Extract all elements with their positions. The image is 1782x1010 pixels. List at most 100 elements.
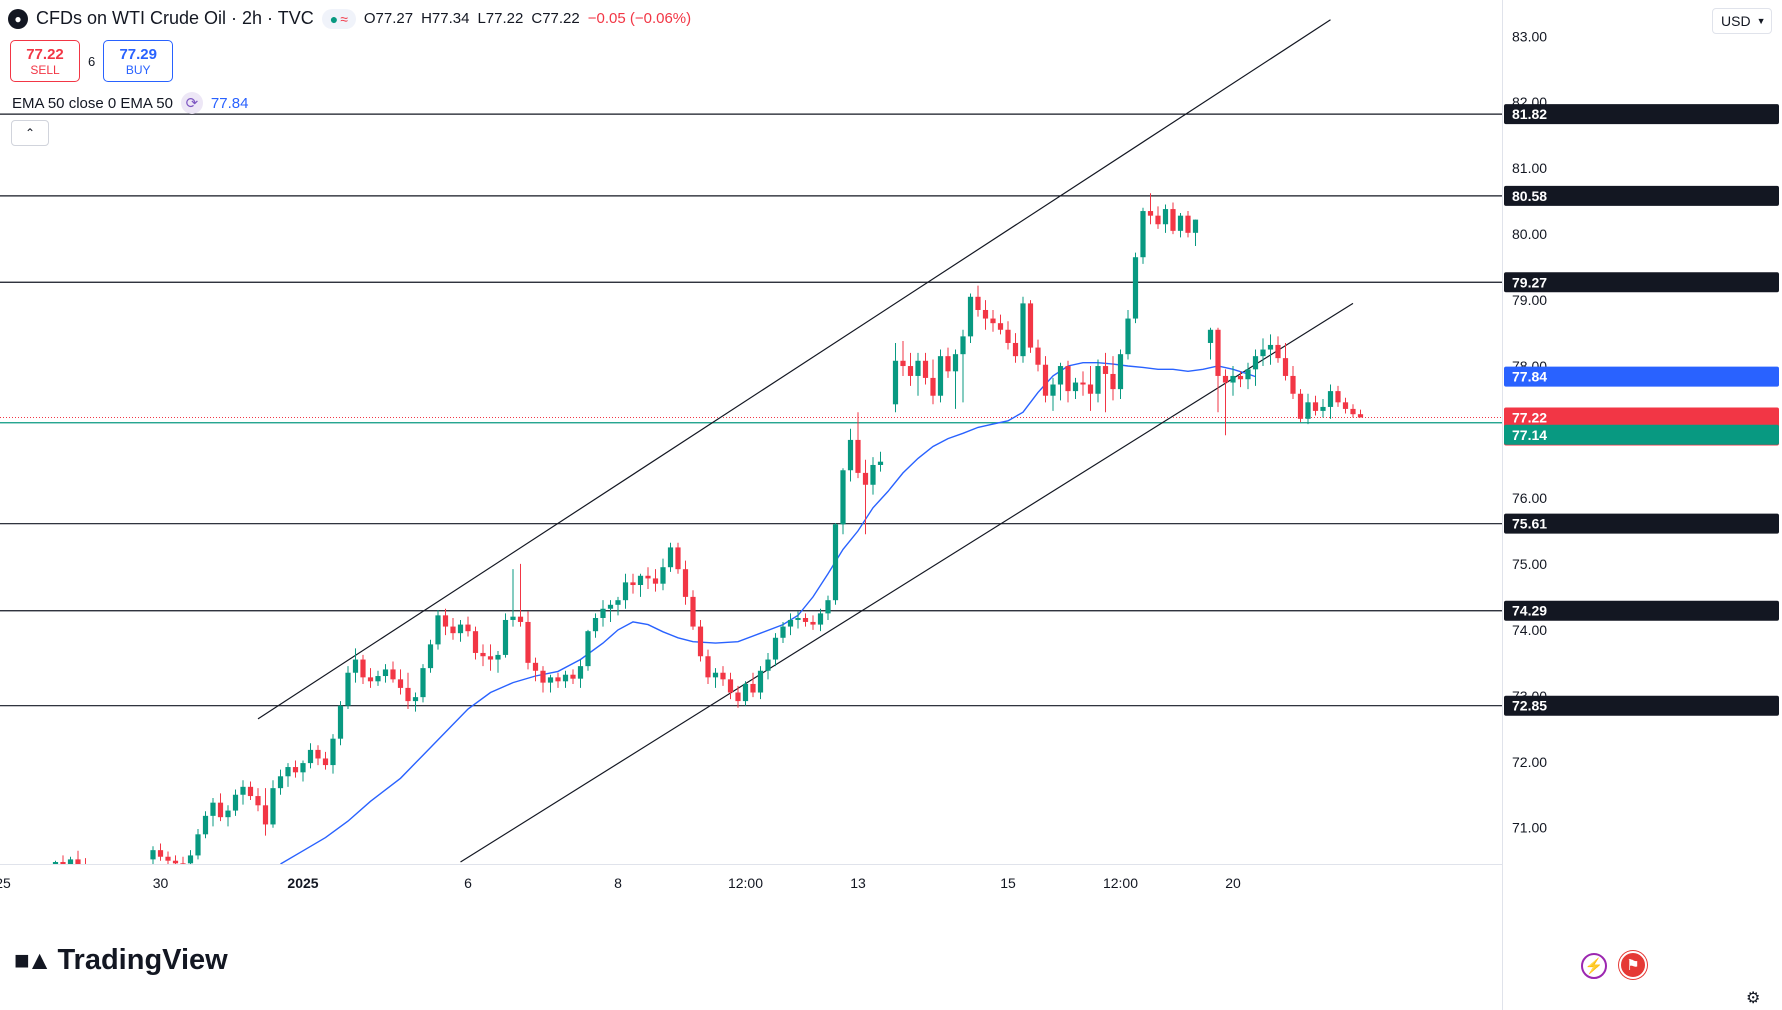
price-label-level xyxy=(1504,695,1779,716)
y-tick-label: 79.00 xyxy=(1512,292,1547,308)
candle-body xyxy=(1057,366,1064,385)
candle-body xyxy=(600,608,606,618)
settings-icon[interactable]: ⚙ xyxy=(1746,990,1761,1007)
candle-body xyxy=(1125,318,1131,355)
cycle-icon[interactable]: ⟳ xyxy=(180,92,203,114)
candle-body xyxy=(615,600,621,605)
candle-body xyxy=(1207,329,1214,343)
candle-body xyxy=(540,670,546,683)
candle-body xyxy=(697,626,704,657)
candle-body xyxy=(982,309,989,319)
price-label-level xyxy=(1504,104,1779,125)
candle-body xyxy=(1132,257,1139,319)
candle-body xyxy=(1320,406,1326,411)
candle-body xyxy=(577,666,584,679)
candle-body xyxy=(727,679,734,693)
ohlc-high: H77.34 xyxy=(421,10,470,27)
price-label-bid xyxy=(1504,424,1779,445)
collapse-legend-button[interactable]: ⌃ xyxy=(11,120,49,146)
candle-body xyxy=(1020,303,1026,357)
price-label-text: 77.14 xyxy=(1512,427,1547,443)
sell-button[interactable]: 77.22 SELL xyxy=(10,40,80,82)
candle-body xyxy=(262,805,269,825)
candle-body xyxy=(930,377,936,396)
candle-body xyxy=(322,758,329,766)
candle-body xyxy=(510,616,516,620)
candle-body xyxy=(652,578,659,584)
buy-button[interactable]: 77.29 BUY xyxy=(103,40,174,82)
price-label-text: 80.58 xyxy=(1512,188,1547,204)
candle-body xyxy=(780,626,786,638)
candle-body xyxy=(682,569,689,597)
candle-body xyxy=(1305,402,1311,419)
us-flag-icon[interactable]: ⚑ xyxy=(1619,951,1647,979)
plot-area xyxy=(0,19,1502,864)
candle-body xyxy=(997,323,1004,330)
x-tick-label: 30 xyxy=(153,875,169,891)
candle-body xyxy=(1335,391,1341,403)
buy-label: BUY xyxy=(125,62,151,77)
candle-body xyxy=(660,567,666,584)
symbol-title[interactable]: CFDs on WTI Crude Oil · 2h · TVC xyxy=(36,8,314,28)
lightning-icon[interactable]: ⚡ xyxy=(1581,953,1607,979)
currency-selector[interactable]: USD ▼ xyxy=(1712,8,1772,34)
y-tick-label: 71.00 xyxy=(1512,820,1547,836)
candle-body xyxy=(675,547,681,570)
candle-body xyxy=(375,676,381,682)
sell-label: SELL xyxy=(30,62,60,77)
candle-body xyxy=(1357,414,1364,418)
market-status-pill[interactable]: ● ≈ xyxy=(321,8,356,29)
candle-body xyxy=(630,582,636,586)
candle-body xyxy=(465,624,471,632)
y-tick-label: 80.00 xyxy=(1512,226,1547,242)
candle-body xyxy=(952,354,959,372)
candle-body xyxy=(367,677,374,682)
candle-body xyxy=(457,624,464,634)
candle-body xyxy=(525,621,531,663)
wave-icon: ≈ xyxy=(340,10,348,27)
ohlc-close: C77.22 xyxy=(531,10,580,27)
candle-body xyxy=(75,859,81,864)
candle-body xyxy=(1147,211,1154,216)
ohlc-values: O77.27 H77.34 L77.22 C77.22 −0.05 (−0.06… xyxy=(364,10,691,27)
candle-body xyxy=(442,615,449,627)
candle-body xyxy=(300,763,306,773)
tradingview-logo[interactable]: ■▲ TradingView xyxy=(14,944,228,977)
candle-body xyxy=(1042,364,1049,396)
candle-body xyxy=(1110,373,1116,390)
candle-body xyxy=(240,786,246,795)
indicator-value: 77.84 xyxy=(210,94,249,112)
chevron-down-icon: ▼ xyxy=(1756,16,1766,26)
indicator-legend[interactable]: EMA 50 close 0 EMA 50 ⟳ 77.84 xyxy=(12,92,248,114)
candle-body xyxy=(517,616,524,622)
price-label-text: 79.27 xyxy=(1512,274,1547,290)
candle-body xyxy=(315,749,321,759)
candle-body xyxy=(735,692,741,702)
oil-drop-icon[interactable]: ● xyxy=(8,8,28,29)
candle-body xyxy=(810,621,816,625)
candle-body xyxy=(892,360,899,405)
x-tick-label: 13 xyxy=(850,875,866,891)
currency-label: USD xyxy=(1721,13,1751,29)
candle-body xyxy=(1050,384,1056,396)
candle-body xyxy=(795,617,801,620)
candle-body xyxy=(1005,329,1011,343)
candle-body xyxy=(750,683,756,693)
candle-body xyxy=(67,859,74,864)
candle-body xyxy=(1095,366,1101,394)
candle-body xyxy=(1267,344,1274,350)
candle-body xyxy=(592,617,599,632)
candle-body xyxy=(922,360,929,378)
candle-body xyxy=(840,470,846,525)
candle-body xyxy=(1170,209,1176,231)
candle-body xyxy=(1185,215,1191,233)
candle-body xyxy=(255,796,261,806)
trade-panel: 77.22 SELL 6 77.29 BUY xyxy=(10,40,174,82)
candle-body xyxy=(1162,209,1169,225)
price-label-level xyxy=(1504,513,1779,534)
candle-body xyxy=(825,600,831,614)
x-tick-label: 20 xyxy=(1225,875,1241,891)
candle-body xyxy=(480,652,486,657)
candle-body xyxy=(1215,329,1221,376)
